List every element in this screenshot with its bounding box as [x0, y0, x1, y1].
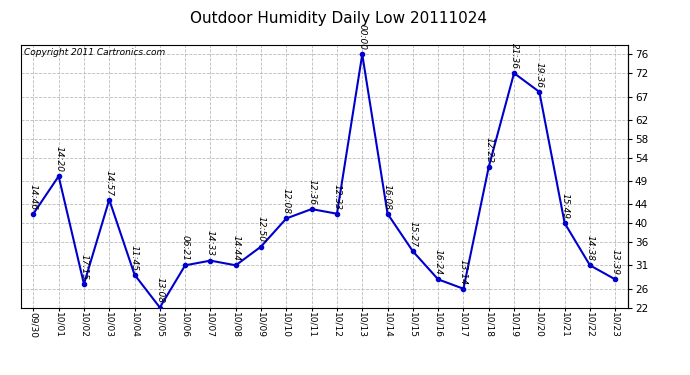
Text: 12:33: 12:33 — [333, 184, 342, 210]
Text: 17:15: 17:15 — [79, 254, 88, 280]
Text: 14:38: 14:38 — [585, 235, 595, 261]
Text: 14:57: 14:57 — [105, 170, 114, 195]
Text: Copyright 2011 Cartronics.com: Copyright 2011 Cartronics.com — [23, 48, 165, 57]
Text: 16:08: 16:08 — [383, 184, 392, 210]
Text: 00:00: 00:00 — [357, 24, 367, 50]
Text: 12:22: 12:22 — [484, 137, 493, 163]
Text: 14:46: 14:46 — [29, 184, 38, 210]
Text: 14:20: 14:20 — [54, 146, 63, 172]
Text: 15:27: 15:27 — [408, 221, 417, 247]
Text: 21:36: 21:36 — [509, 43, 519, 69]
Text: 19:36: 19:36 — [535, 62, 544, 88]
Text: 15:49: 15:49 — [560, 193, 569, 219]
Text: 13:14: 13:14 — [459, 259, 468, 285]
Text: 14:33: 14:33 — [206, 231, 215, 256]
Text: 14:44: 14:44 — [231, 235, 240, 261]
Text: 06:21: 06:21 — [181, 235, 190, 261]
Text: 11:45: 11:45 — [130, 244, 139, 270]
Text: Outdoor Humidity Daily Low 20111024: Outdoor Humidity Daily Low 20111024 — [190, 11, 486, 26]
Text: 12:08: 12:08 — [282, 188, 291, 214]
Text: 12:36: 12:36 — [307, 179, 316, 205]
Text: 13:08: 13:08 — [155, 278, 164, 303]
Text: 13:39: 13:39 — [611, 249, 620, 275]
Text: 16:24: 16:24 — [433, 249, 443, 275]
Text: 12:50: 12:50 — [257, 216, 266, 242]
